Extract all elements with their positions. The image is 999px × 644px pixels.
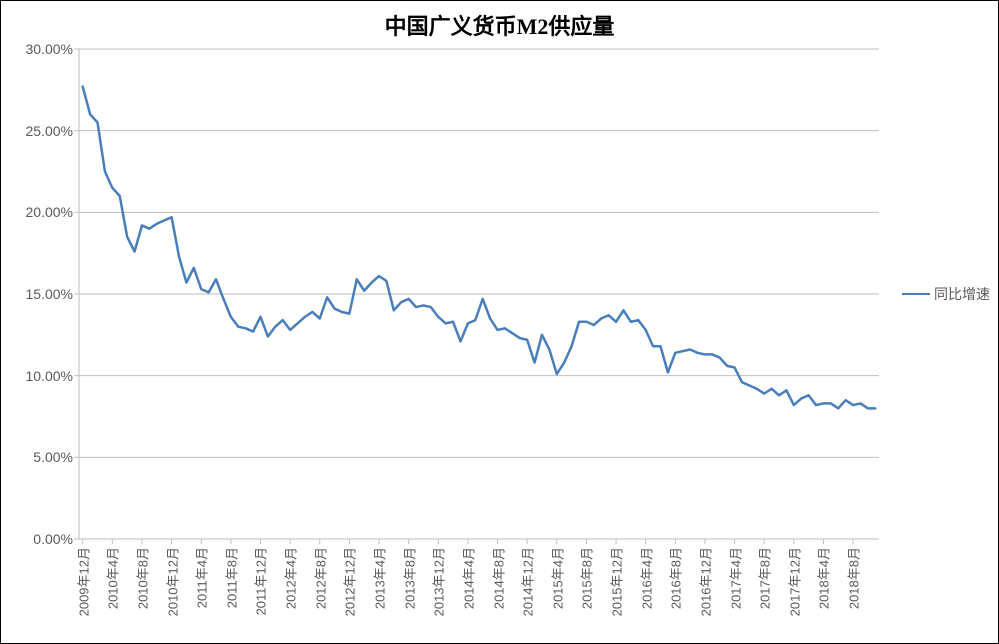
x-tick-label: 2015年4月: [547, 547, 566, 609]
x-tick-label: 2011年4月: [192, 547, 211, 608]
y-tick-label: 20.00%: [26, 204, 73, 220]
y-tick-label: 30.00%: [26, 41, 73, 57]
x-tick-label: 2010年4月: [103, 547, 122, 609]
x-tick-label: 2016年8月: [666, 547, 685, 609]
x-tick-label: 2014年12月: [518, 547, 537, 616]
x-tick-label: 2014年8月: [488, 547, 507, 609]
x-tick-label: 2018年4月: [814, 547, 833, 609]
x-tick-label: 2013年8月: [399, 547, 418, 609]
x-tick-label: 2013年12月: [429, 547, 448, 616]
x-tick-label: 2009年12月: [73, 547, 92, 616]
y-tick-label: 5.00%: [33, 449, 73, 465]
plot-area: 0.00%5.00%10.00%15.00%20.00%25.00%30.00%…: [79, 49, 879, 539]
series-line: [83, 87, 876, 409]
legend: 同比增速: [902, 284, 990, 304]
x-tick-label: 2012年12月: [340, 547, 359, 616]
x-tick-label: 2012年4月: [281, 547, 300, 609]
chart-title: 中国广义货币M2供应量: [1, 9, 998, 41]
x-tick-label: 2016年4月: [636, 547, 655, 609]
y-tick-label: 15.00%: [26, 286, 73, 302]
x-tick-label: 2012年8月: [310, 547, 329, 609]
x-tick-label: 2010年12月: [162, 547, 181, 616]
y-tick-label: 0.00%: [33, 531, 73, 547]
x-tick-label: 2011年8月: [221, 547, 240, 608]
y-tick-label: 10.00%: [26, 368, 73, 384]
x-tick-label: 2015年12月: [607, 547, 626, 616]
x-tick-label: 2017年4月: [725, 547, 744, 609]
x-tick-label: 2015年8月: [577, 547, 596, 609]
legend-line: [902, 293, 930, 295]
x-tick-label: 2017年12月: [784, 547, 803, 616]
x-tick-label: 2013年4月: [370, 547, 389, 609]
y-tick-label: 25.00%: [26, 123, 73, 139]
chart-container: 中国广义货币M2供应量 0.00%5.00%10.00%15.00%20.00%…: [0, 0, 999, 644]
x-tick-label: 2018年8月: [844, 547, 863, 609]
x-tick-label: 2010年8月: [132, 547, 151, 609]
x-tick-label: 2017年8月: [755, 547, 774, 609]
x-tick-label: 2014年4月: [458, 547, 477, 609]
legend-label: 同比增速: [934, 284, 990, 304]
x-tick-label: 2011年12月: [251, 547, 270, 615]
line-chart-svg: [79, 49, 879, 539]
x-tick-label: 2016年12月: [695, 547, 714, 616]
